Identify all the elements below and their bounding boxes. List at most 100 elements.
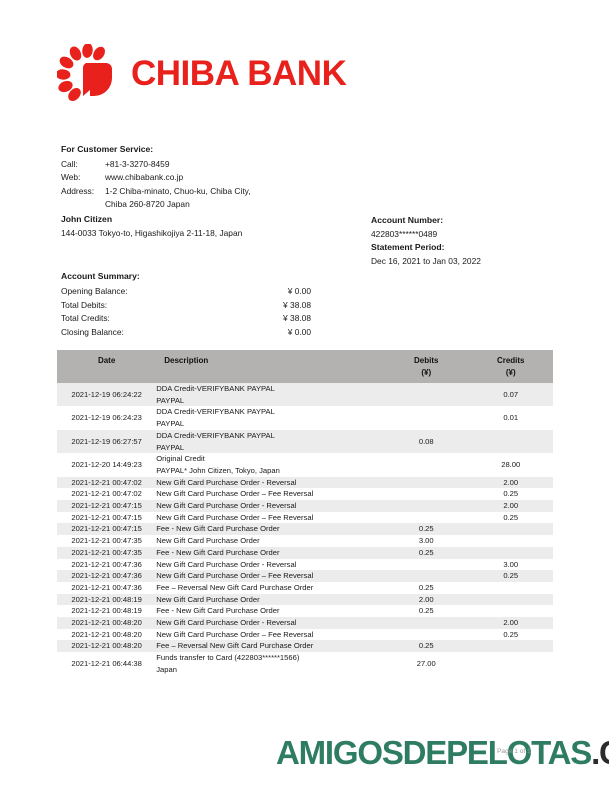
- cell-description: New Gift Card Purchase Order – Fee Rever…: [156, 512, 384, 524]
- cell-debit: 0.08: [418, 436, 434, 446]
- cell-debit: [384, 629, 468, 641]
- cell-date: 2021-12-21 00:47:36: [71, 582, 142, 592]
- cell-description: DDA Credit-VERIFYBANK PAYPAL PAYPAL: [156, 406, 384, 429]
- watermark-part-2: .COM: [591, 734, 609, 771]
- table-row: 2021-12-21 06:44:38 Funds transfer to Car…: [57, 652, 553, 676]
- cell-description: Funds transfer to Card (422803******1566…: [156, 652, 384, 675]
- summary-row-label: Total Credits:: [61, 313, 110, 324]
- cell-credit: [468, 547, 553, 559]
- account-summary-block: Account Summary: Opening Balance: ¥ 0.00 T…: [61, 270, 311, 340]
- cell-credit: [468, 594, 553, 606]
- cell-credit: 0.25: [503, 489, 519, 499]
- cell-credit: 28.00: [501, 460, 521, 470]
- cell-credit: [468, 652, 553, 675]
- summary-row-label: Closing Balance:: [61, 327, 124, 338]
- table-row: 2021-12-21 00:48:20 New Gift Card Purchas…: [57, 617, 553, 629]
- web-value[interactable]: www.chibabank.co.jp: [105, 172, 184, 183]
- account-number-value: 422803******0489: [371, 228, 438, 239]
- column-header-debits: Debits (¥): [384, 350, 469, 383]
- bank-name: CHIBA BANK: [131, 53, 347, 93]
- cell-credit: 2.00: [503, 618, 519, 628]
- description-line-1: New Gift Card Purchase Order - Reversal: [156, 501, 297, 511]
- description-line-1: New Gift Card Purchase Order - Reversal: [156, 477, 297, 487]
- cell-date: 2021-12-19 06:27:57: [71, 436, 142, 446]
- cell-description: Fee - New Gift Card Purchase Order: [156, 547, 384, 559]
- summary-row: Opening Balance: ¥ 0.00: [61, 285, 311, 299]
- cell-date: 2021-12-21 00:47:35: [71, 536, 142, 546]
- cell-description: New Gift Card Purchase Order - Reversal: [156, 617, 384, 629]
- description-line-1: New Gift Card Purchase Order – Fee Rever…: [156, 629, 314, 639]
- table-row: 2021-12-21 00:47:02 New Gift Card Purchas…: [57, 476, 553, 489]
- cell-description: Fee - New Gift Card Purchase Order: [156, 523, 384, 535]
- table-row: 2021-12-21 00:47:35 New Gift Card Purchas…: [57, 535, 553, 547]
- cell-credit: 0.07: [503, 389, 519, 399]
- cell-description: Fee – Reversal New Gift Card Purchase Or…: [156, 582, 384, 594]
- customer-service-title: For Customer Service:: [61, 144, 154, 154]
- description-line-2: PAYPAL* John Citizen, Tokyo, Japan: [156, 465, 280, 475]
- summary-row-value: ¥ 0.00: [287, 285, 311, 296]
- cell-credit: [468, 640, 553, 652]
- description-line-1: New Gift Card Purchase Order – Fee Rever…: [156, 571, 314, 581]
- cell-description: Fee - New Gift Card Purchase Order: [156, 605, 384, 617]
- cell-debit: 0.25: [418, 641, 434, 651]
- cell-date: 2021-12-21 00:48:20: [71, 618, 142, 628]
- table-header-row: Date Description Debits (¥) Credits (¥): [57, 350, 553, 383]
- cell-date: 2021-12-21 00:47:36: [71, 559, 142, 569]
- description-line-1: New Gift Card Purchase Order: [156, 594, 260, 604]
- cell-debit: [384, 406, 468, 429]
- description-line-1: Fee – Reversal New Gift Card Purchase Or…: [156, 641, 314, 651]
- cell-description: DDA Credit-VERIFYBANK PAYPAL PAYPAL: [156, 383, 384, 406]
- cell-credit: [468, 582, 553, 594]
- description-line-1: Fee - New Gift Card Purchase Order: [156, 547, 280, 557]
- column-header-description: Description: [156, 350, 385, 383]
- address-line-1: 1-2 Chiba-minato, Chuo-ku, Chiba City,: [105, 185, 251, 196]
- cell-date: 2021-12-21 00:48:19: [71, 594, 142, 604]
- cell-credit: [468, 535, 553, 547]
- table-row: 2021-12-20 14:49:23 Original Credit PAYPAL…: [57, 453, 553, 477]
- cell-debit: 0.25: [418, 524, 434, 534]
- description-line-1: DDA Credit-VERIFYBANK PAYPAL: [156, 430, 275, 440]
- cell-debit: [384, 500, 468, 512]
- customer-service-block: For Customer Service: Call: +81-3-3270-8…: [61, 143, 251, 212]
- description-line-1: Fee – Reversal New Gift Card Purchase Or…: [156, 582, 314, 592]
- account-holder-block: John Citizen 144-0033 Tokyo-to, Higashik…: [61, 213, 242, 240]
- cell-date: 2021-12-21 00:47:36: [71, 571, 142, 581]
- bank-logo: CHIBA BANK: [57, 44, 347, 102]
- call-value: +81-3-3270-8459: [105, 158, 170, 169]
- summary-row-value: ¥ 38.08: [283, 313, 311, 324]
- column-header-credits-unit: (¥): [505, 367, 516, 377]
- cell-debit: 2.00: [418, 594, 434, 604]
- cell-date: 2021-12-21 00:47:02: [71, 489, 142, 499]
- cell-credit: 0.01: [503, 413, 519, 423]
- description-line-2: PAYPAL: [156, 442, 185, 452]
- column-header-debits-line1: Debits: [414, 356, 439, 365]
- summary-row-label: Total Debits:: [61, 299, 108, 310]
- cell-description: New Gift Card Purchase Order – Fee Rever…: [156, 629, 384, 641]
- cell-date: 2021-12-20 14:49:23: [71, 460, 142, 470]
- cell-credit: 0.25: [503, 571, 519, 581]
- account-number-label: Account Number:: [371, 215, 444, 225]
- description-line-1: New Gift Card Purchase Order – Fee Rever…: [156, 512, 314, 522]
- cell-description: Fee – Reversal New Gift Card Purchase Or…: [156, 640, 384, 652]
- cell-debit: 3.00: [418, 536, 434, 546]
- description-line-1: DDA Credit-VERIFYBANK PAYPAL: [156, 384, 275, 393]
- account-holder-name: John Citizen: [61, 214, 113, 224]
- cell-description: New Gift Card Purchase Order: [156, 535, 384, 547]
- cell-description: New Gift Card Purchase Order - Reversal: [156, 477, 384, 489]
- cell-debit: [384, 488, 468, 500]
- cell-description: New Gift Card Purchase Order - Reversal: [156, 559, 384, 571]
- description-line-2: PAYPAL: [156, 395, 185, 405]
- cell-date: 2021-12-19 06:24:22: [71, 389, 142, 399]
- table-row: 2021-12-19 06:24:23 DDA Credit-VERIFYBANK…: [57, 406, 553, 430]
- description-line-1: Original Credit: [156, 454, 205, 464]
- summary-row-label: Opening Balance:: [61, 285, 128, 296]
- chiba-bank-flower-icon: [57, 44, 112, 102]
- cell-credit: 2.00: [503, 501, 519, 511]
- statement-period-label: Statement Period:: [371, 242, 445, 253]
- summary-row: Closing Balance: ¥ 0.00: [61, 326, 311, 340]
- table-row: 2021-12-21 00:47:35 Fee - New Gift Card P…: [57, 546, 553, 559]
- description-line-1: New Gift Card Purchase Order – Fee Rever…: [156, 489, 314, 499]
- description-line-1: New Gift Card Purchase Order - Reversal: [156, 618, 297, 628]
- summary-row-value: ¥ 0.00: [287, 327, 311, 338]
